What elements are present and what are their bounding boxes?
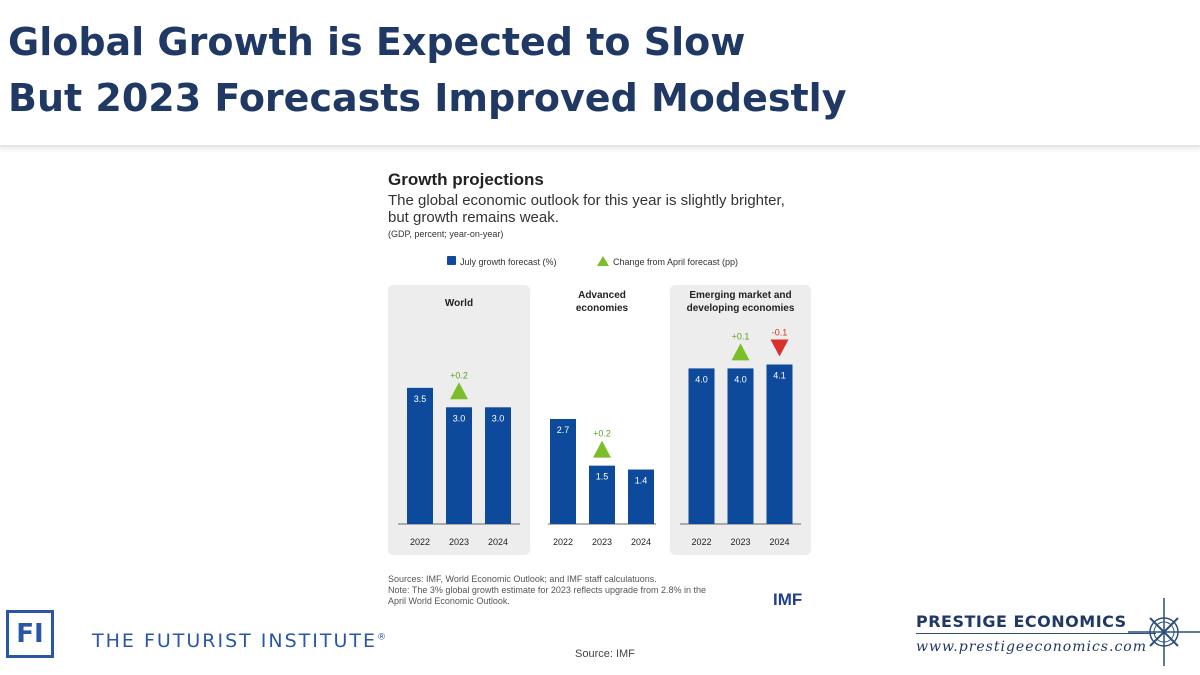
bar [550, 418, 576, 524]
futurist-institute-name: THE FUTURIST INSTITUTE® [92, 630, 388, 652]
bar-value-label: 4.1 [773, 371, 786, 381]
compass-rose-icon [1128, 598, 1200, 666]
title-line-2: But 2023 Forecasts Improved Modestly [8, 76, 847, 120]
change-label: +0.2 [593, 429, 611, 439]
slide-title: Global Growth is Expected to Slow But 202… [8, 14, 846, 126]
bar-value-label: 3.5 [414, 394, 427, 404]
group-title: Emerging market and [689, 290, 791, 301]
year-label: 2024 [488, 537, 508, 547]
bar [589, 465, 615, 524]
sources-note: Sources: IMF, World Economic Outlook; an… [388, 574, 657, 584]
change-label: +0.2 [450, 370, 468, 380]
bar-value-label: 4.0 [695, 374, 708, 384]
bar [407, 387, 433, 524]
change-up-triangle-icon [450, 382, 468, 400]
change-label: -0.1 [772, 328, 788, 338]
bar-value-label: 3.0 [492, 413, 505, 423]
prestige-economics-url: www.prestigeeconomics.com [916, 639, 1147, 655]
group-title: Advanced [578, 290, 626, 301]
legend-triangle-icon [597, 256, 609, 266]
bar [688, 368, 715, 524]
chart-units: (GDP, percent; year-on-year) [388, 229, 504, 239]
chart-title: Growth projections [388, 170, 544, 189]
bar [727, 368, 754, 524]
year-label: 2022 [553, 537, 573, 547]
bar [485, 407, 511, 524]
header [0, 0, 1200, 147]
bar [766, 364, 793, 524]
year-label: 2023 [730, 537, 750, 547]
chart-subtitle: The global economic outlook for this yea… [388, 192, 785, 226]
bar [446, 407, 472, 524]
fi-name-text: THE FUTURIST INSTITUTE [92, 630, 378, 652]
futurist-institute-logo: FI [6, 610, 54, 658]
bar-value-label: 1.5 [596, 472, 609, 482]
imf-logo: IMF [773, 590, 803, 609]
slide-source: Source: IMF [575, 648, 635, 660]
prestige-economics-name: PRESTIGE ECONOMICS [916, 612, 1127, 631]
chart-notes: Sources: IMF, World Economic Outlook; an… [388, 574, 718, 607]
year-label: 2022 [691, 537, 711, 547]
year-label: 2023 [449, 537, 469, 547]
divider [916, 633, 1156, 634]
change-up-triangle-icon [593, 440, 611, 458]
change-down-triangle-icon [770, 339, 789, 357]
bar [628, 469, 654, 524]
year-label: 2022 [410, 537, 430, 547]
registered-mark: ® [377, 632, 389, 643]
legend-bar-label: July growth forecast (%) [460, 257, 557, 267]
year-label: 2024 [631, 537, 651, 547]
group-title: developing economies [687, 303, 795, 314]
bar-value-label: 3.0 [453, 413, 466, 423]
group-title: economies [576, 303, 629, 314]
legend-bar-swatch [447, 256, 456, 265]
change-up-triangle-icon [731, 343, 750, 361]
year-label: 2023 [592, 537, 612, 547]
group-title: World [445, 298, 473, 309]
bar-value-label: 1.4 [635, 476, 648, 486]
change-label: +0.1 [732, 331, 750, 341]
legend-marker-label: Change from April forecast (pp) [613, 257, 738, 267]
bar-value-label: 2.7 [557, 425, 570, 435]
year-label: 2024 [769, 537, 789, 547]
title-line-1: Global Growth is Expected to Slow [8, 20, 746, 64]
bar-value-label: 4.0 [734, 374, 747, 384]
note: Note: The 3% global growth estimate for … [388, 585, 707, 606]
